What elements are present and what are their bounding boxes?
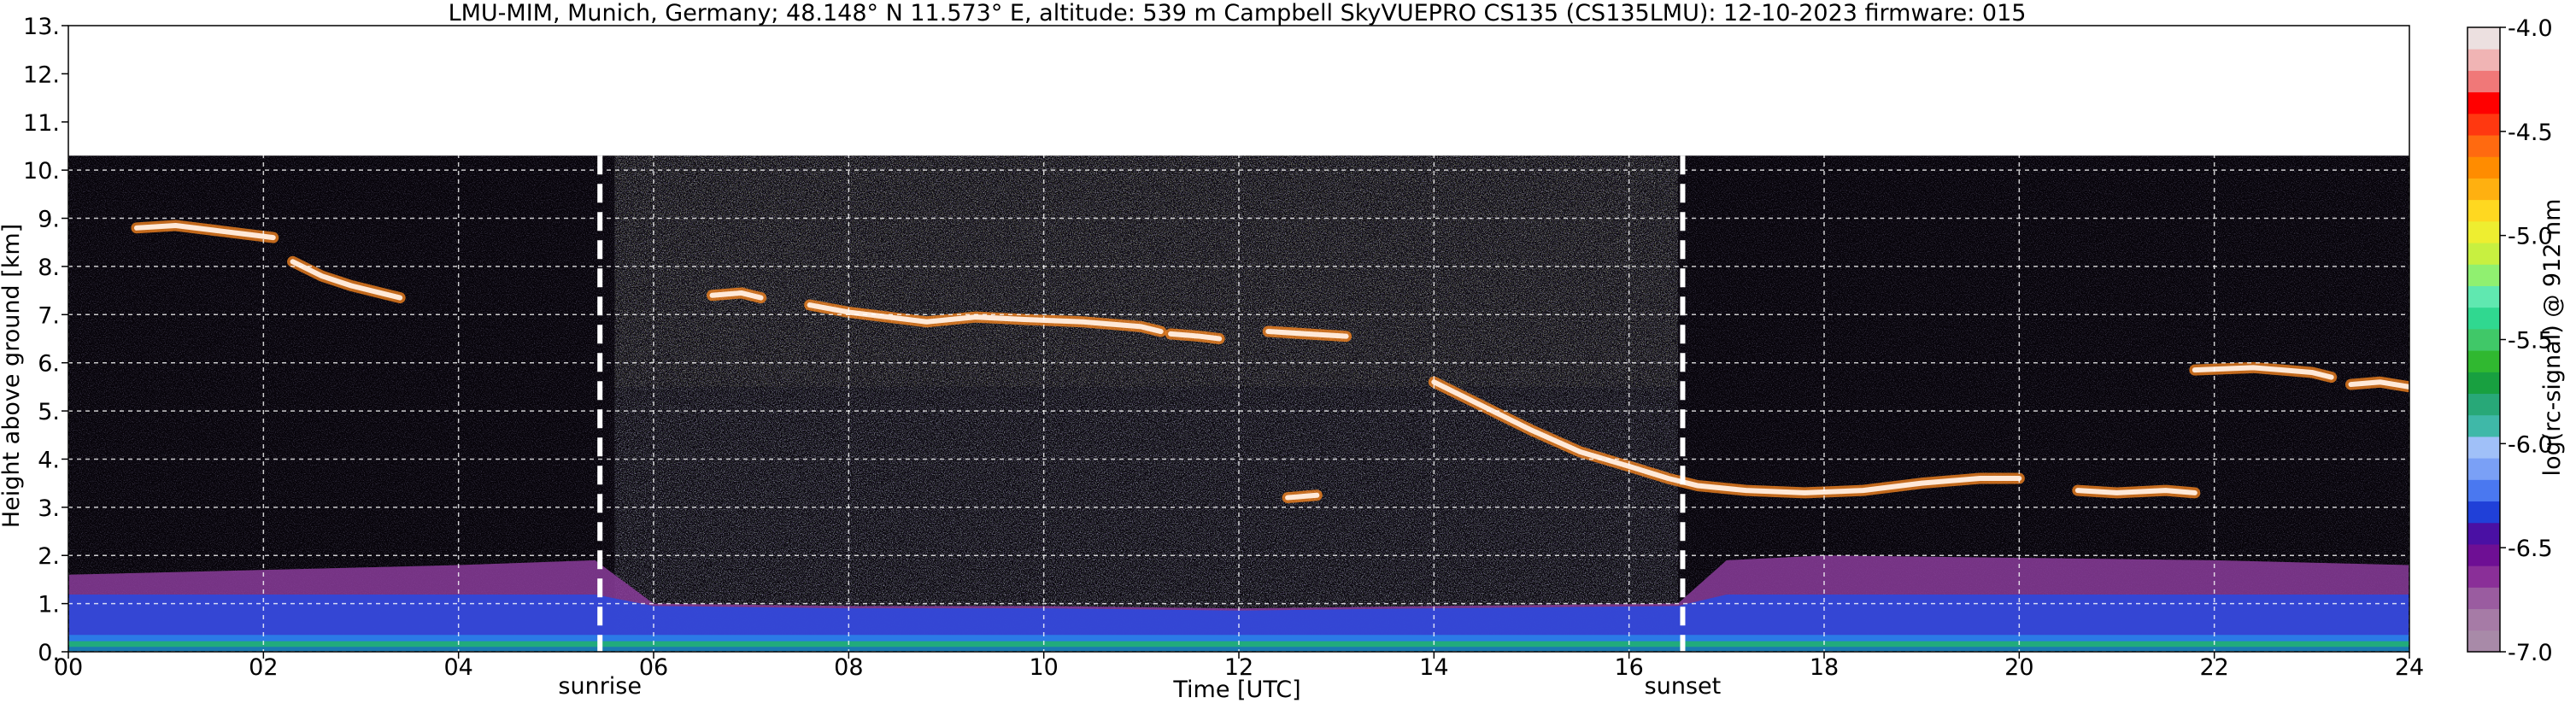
colorbar-segment: [2467, 350, 2500, 372]
event-label: sunset: [1645, 673, 1722, 700]
colorbar-segment: [2467, 264, 2500, 286]
x-tick-label: 00: [54, 654, 83, 681]
colorbar-segment: [2467, 49, 2500, 71]
colorbar-segment: [2467, 328, 2500, 351]
cloud-layer: [709, 290, 764, 301]
colorbar-segment: [2467, 372, 2500, 395]
x-tick-label: 10: [1029, 654, 1058, 681]
x-tick-label: 24: [2395, 654, 2424, 681]
x-tick-label: 22: [2199, 654, 2228, 681]
colorbar-segment: [2467, 479, 2500, 502]
colorbar-segment: [2467, 70, 2500, 93]
colorbar-segment: [2467, 501, 2500, 524]
cloud-layer: [290, 259, 403, 301]
cloud-layer: [2348, 379, 2409, 390]
cloud-layer: [2192, 365, 2334, 380]
colorbar-tick-label: -4.0: [2508, 15, 2553, 42]
y-tick-label: 9.: [38, 207, 60, 233]
colorbar-segment: [2467, 27, 2500, 50]
x-tick-label: 18: [1810, 654, 1839, 681]
colorbar-tick-label: -5.0: [2508, 224, 2553, 250]
y-tick-label: 11.: [23, 110, 60, 137]
y-tick-label: 6.: [38, 351, 60, 378]
colorbar-segment: [2467, 436, 2500, 459]
colorbar-segment: [2467, 458, 2500, 480]
grid: [67, 25, 2410, 653]
y-tick-label: 12.: [23, 62, 60, 88]
y-tick-label: 1.: [38, 592, 60, 618]
event-markers: sunrise sunset: [558, 155, 1721, 700]
y-tick-label: 3.: [38, 495, 60, 522]
y-tick-label: 10.: [23, 158, 60, 185]
cloud-layer: [1168, 331, 1223, 342]
colorbar-tick-label: -6.5: [2508, 536, 2553, 562]
y-tick-label: 5.: [38, 399, 60, 425]
event-label: sunrise: [558, 673, 642, 700]
colorbar-segment: [2467, 178, 2500, 201]
colorbar-segment: [2467, 414, 2500, 437]
x-tick-label: 04: [443, 654, 472, 681]
noise-day-green: [614, 155, 1678, 652]
cloud-layer: [1285, 492, 1320, 501]
colorbar-label: log(rc-signal) @ 912 nm: [2539, 199, 2566, 477]
colorbar-tick-label: -7.0: [2508, 640, 2553, 666]
x-tick-label: 14: [1419, 654, 1448, 681]
x-tick-label: 06: [639, 654, 668, 681]
cloud-layer: [133, 222, 276, 241]
cloud-layer: [1265, 329, 1349, 339]
colorbar-segment: [2467, 608, 2500, 631]
colorbar-segment: [2467, 199, 2500, 222]
x-tick-label: 12: [1224, 654, 1253, 681]
colorbar-segment: [2467, 220, 2500, 243]
colorbar-segment: [2467, 543, 2500, 566]
colorbar-segment: [2467, 630, 2500, 653]
colorbar-segment: [2467, 91, 2500, 114]
x-tick-label: 16: [1614, 654, 1643, 681]
cloud-layer: [2074, 488, 2198, 495]
colorbar-segment: [2467, 587, 2500, 610]
y-tick-label: 8.: [38, 255, 60, 281]
colorbar-tick-label: -4.5: [2508, 120, 2553, 146]
y-tick-label: 4.: [38, 447, 60, 473]
cloud-layer: [807, 302, 1164, 335]
colorbar-segment: [2467, 285, 2500, 308]
colorbar-tick-label: -6.0: [2508, 431, 2553, 458]
cloud-layer: [1431, 379, 2022, 495]
colorbar-segment: [2467, 393, 2500, 416]
colorbar-segment: [2467, 307, 2500, 330]
colorbar-segment: [2467, 113, 2500, 136]
x-axis-label: Time [UTC]: [1172, 677, 1300, 703]
y-tick-label: 7.: [38, 302, 60, 329]
y-tick-label: 13.: [23, 14, 60, 40]
y-axis-label: Height above ground [km]: [0, 224, 25, 528]
axes: 00 02 04 06 08 10 12 14 16 18 20 22 24 0. 1. 2. 3. 4. 5. 6.…: [23, 14, 2424, 681]
colorbar-segment: [2467, 156, 2500, 179]
x-tick-label: 20: [2004, 654, 2033, 681]
y-tick-label: 2.: [38, 543, 60, 570]
x-tick-label: 08: [834, 654, 863, 681]
x-tick-label: 02: [249, 654, 278, 681]
colorbar-segment: [2467, 522, 2500, 545]
colorbar-tick-label: -5.5: [2508, 328, 2553, 354]
chart-title: LMU-MIM, Munich, Germany; 48.148° N 11.5…: [449, 0, 2027, 26]
colorbar-segment: [2467, 565, 2500, 588]
colorbar: -4.0 -4.5 -5.0 -5.5 -6.0 -6.5 -7.0: [2467, 15, 2553, 666]
colorbar-segment: [2467, 243, 2500, 265]
colorbar-segment: [2467, 135, 2500, 157]
y-tick-label: 0.: [38, 640, 60, 666]
